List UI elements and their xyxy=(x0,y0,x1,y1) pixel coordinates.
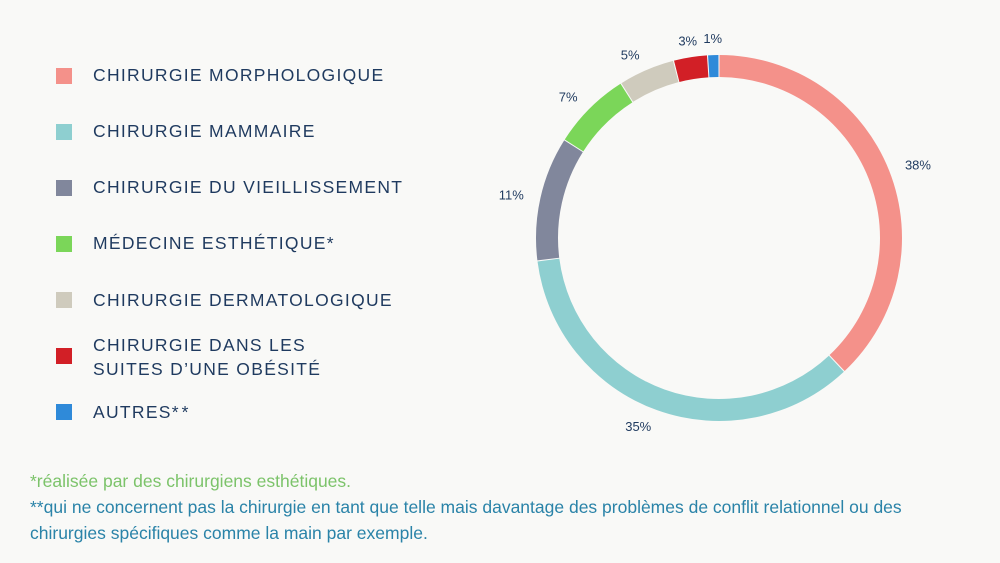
donut-slice xyxy=(708,55,719,78)
legend-label: CHIRURGIE DU VIEILLISSEMENT xyxy=(93,177,404,197)
data-label: 35% xyxy=(625,419,651,434)
donut-chart: 38% 35% 11% 7% 5% 3% 1% xyxy=(480,20,980,450)
data-label: 5% xyxy=(621,47,640,62)
footnote-2: **qui ne concernent pas la chirurgie en … xyxy=(30,497,902,543)
data-label: 3% xyxy=(678,33,697,48)
legend-swatch xyxy=(56,124,72,140)
legend-swatch xyxy=(56,180,72,196)
donut-slice xyxy=(564,83,633,152)
donut-slice xyxy=(621,60,679,102)
legend-swatch xyxy=(56,348,72,364)
legend-swatch xyxy=(56,292,72,308)
data-label: 11% xyxy=(499,187,524,202)
legend-label: AUTRES** xyxy=(93,402,192,422)
data-label: 7% xyxy=(559,90,578,105)
legend: CHIRURGIE MORPHOLOGIQUE CHIRURGIE MAMMAIR… xyxy=(0,0,480,440)
footnotes: *réalisée par des chirurgiens esthétique… xyxy=(30,468,980,546)
footnote-1: *réalisée par des chirurgiens esthétique… xyxy=(30,471,352,491)
donut-slice xyxy=(674,55,709,82)
legend-label: CHIRURGIE MORPHOLOGIQUE xyxy=(93,65,385,85)
legend-swatch xyxy=(56,404,72,420)
legend-label: CHIRURGIE MAMMAIRE xyxy=(93,121,316,141)
data-label: 1% xyxy=(703,31,722,46)
donut-chart-svg: 38% 35% 11% 7% 5% 3% 1% xyxy=(499,31,932,434)
donut-slice xyxy=(536,140,583,261)
legend-label: CHIRURGIE DERMATOLOGIQUE xyxy=(93,290,393,310)
legend-label: CHIRURGIE DANS LES SUITES D’UNE OBÉSITÉ xyxy=(93,335,322,379)
legend-swatch xyxy=(56,68,72,84)
legend-label: MÉDECINE ESTHÉTIQUE* xyxy=(93,233,337,253)
donut-slice xyxy=(719,55,902,372)
donut-slice xyxy=(537,258,844,421)
data-label: 38% xyxy=(905,157,931,172)
legend-swatch xyxy=(56,236,72,252)
